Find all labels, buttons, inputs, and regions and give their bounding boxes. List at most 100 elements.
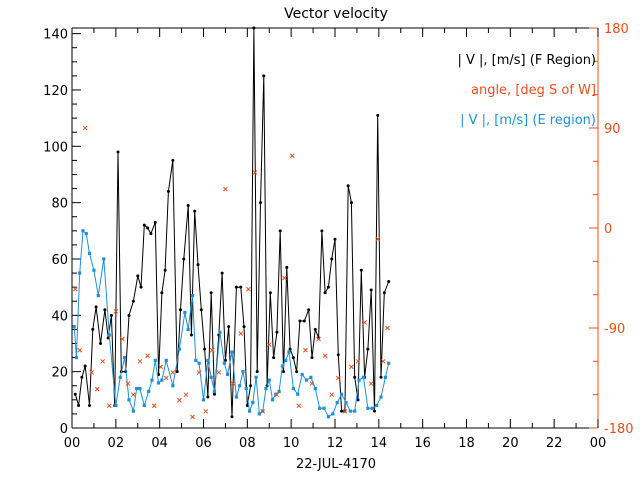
data-point-angle [151,403,157,409]
y-tick-label-right: 0 [604,222,612,237]
data-point-f [285,265,289,269]
data-point-f [295,370,299,374]
data-point-e [81,229,85,233]
data-point-e [375,403,379,408]
data-point-e [326,415,331,419]
data-point-f [262,74,266,78]
data-point-e [277,389,281,393]
data-point-f [149,232,153,236]
data-point-f [249,384,253,388]
data-point-e [284,358,288,362]
data-point-angle [100,358,106,364]
data-point-e [222,361,226,365]
data-point-e [114,403,118,408]
data-point-f [220,271,224,275]
data-point-angle [131,392,136,398]
data-point-f [298,319,302,323]
data-point-e [300,372,304,377]
data-point-e [335,401,339,405]
data-point-angle [183,392,189,398]
data-point-e [84,232,88,236]
data-point-f [153,220,157,224]
data-point-f [131,299,135,303]
data-point-e [201,398,206,402]
data-point-e [254,375,258,379]
data-point-e [287,350,291,354]
data-point-f [77,403,81,407]
data-point-f [166,189,170,193]
data-point-angle [246,286,251,292]
data-point-f [146,226,150,230]
x-tick-label: 00 [64,436,81,451]
x-axis-label: 22-JUL-4170 [296,457,376,472]
data-point-e [209,375,213,379]
x-tick-label: 00 [590,436,607,451]
data-point-angle [158,364,164,370]
data-point-e [183,310,187,315]
data-point-f [359,268,363,272]
data-point-f [369,288,373,292]
data-point-f [313,327,317,331]
data-point-f [142,223,146,227]
data-point-f [302,319,306,323]
data-point-angle [89,370,95,375]
data-point-angle [190,414,195,420]
data-point-angle [209,347,215,353]
data-point-f [353,375,357,379]
data-point-f [80,375,84,379]
data-point-f [88,403,92,407]
data-point-e [234,395,238,399]
data-point-angle [120,336,125,342]
data-point-f [127,313,131,317]
y-tick-label-left: 100 [43,140,68,155]
data-point-angle [196,370,202,375]
data-point-e [150,378,154,382]
data-point-e [135,386,139,391]
data-point-e [72,324,76,329]
data-point-angle [274,392,280,398]
data-point-f [372,409,376,413]
data-point-angle [349,364,354,370]
data-point-angle [380,358,386,364]
data-point-f [199,308,203,312]
x-tick-label: 04 [151,436,168,451]
data-point-f [288,347,292,351]
data-point-e [96,294,100,298]
data-point-e [107,333,111,337]
data-point-e [78,271,82,275]
y-tick-label-right: 90 [604,122,621,137]
data-point-f [356,398,360,402]
data-point-f [242,325,246,329]
data-point-f [98,341,102,345]
series-angle [72,125,390,420]
data-point-f [196,263,200,267]
data-point-f [73,392,77,396]
data-point-angle [303,347,308,353]
x-tick-label: 14 [371,436,388,451]
x-tick-label: 18 [458,436,475,451]
data-point-e [142,403,146,408]
data-point-f [275,330,279,334]
data-point-f [330,257,334,261]
data-point-f [203,347,207,351]
data-point-f [109,313,113,317]
data-point-f [178,308,182,312]
data-point-f [182,257,186,261]
data-point-f [281,370,285,374]
chart-title: Vector velocity [284,6,388,22]
data-point-angle [137,358,143,364]
data-point-f [116,150,120,154]
data-point-e [177,347,181,351]
data-point-f [310,356,314,360]
data-point-e [344,401,348,405]
data-point-angle [216,370,222,375]
data-point-f [230,415,234,419]
y-tick-label-left: 140 [43,28,68,43]
data-point-e [190,294,195,298]
data-point-angle [82,125,88,131]
series-layer [72,26,391,420]
data-point-angle [342,408,348,414]
data-point-e [230,350,234,354]
series-e [72,229,391,419]
